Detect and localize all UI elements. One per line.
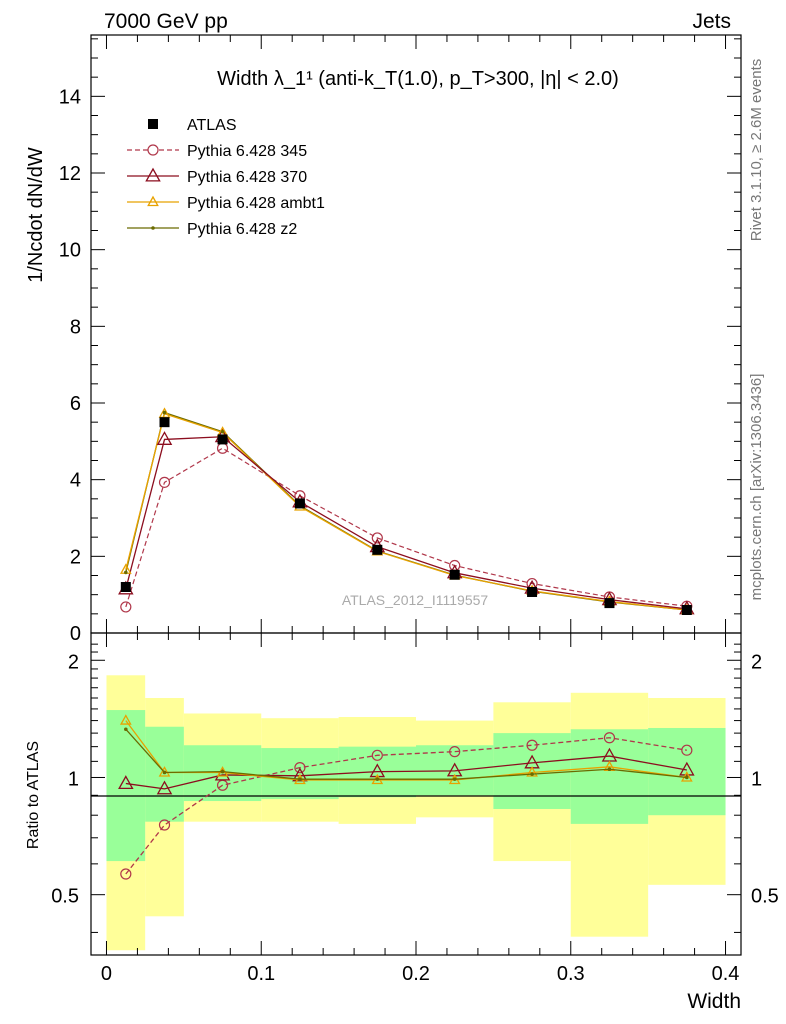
data-point-atlas — [372, 544, 383, 555]
main-series-group — [118, 407, 695, 615]
ratio-marker-345 — [120, 868, 132, 880]
main-y-tick-label: 6 — [70, 393, 81, 415]
ratio-marker-370 — [156, 780, 173, 795]
ratio-marker-z2 — [162, 770, 167, 775]
legend-marker-dot — [151, 226, 155, 230]
ratio-marker-370 — [369, 763, 386, 778]
ratio-marker-370 — [679, 761, 695, 776]
ratio-marker-z2 — [530, 772, 534, 776]
ratio-band-stat — [570, 729, 649, 824]
legend-label: Pythia 6.428 345 — [187, 143, 307, 160]
ratio-y-tick-label-right: 0.5 — [751, 886, 779, 908]
marker-z2 — [220, 429, 225, 434]
main-y-tick-label: 0 — [70, 623, 81, 645]
data-point-atlas — [449, 569, 460, 580]
legend-marker-triangle-small — [147, 195, 159, 207]
ratio-marker-345 — [681, 744, 693, 756]
rivet-version-label: Rivet 3.1.10, ≥ 2.6M events — [748, 59, 765, 242]
ratio-marker-z2 — [375, 777, 380, 781]
data-point-atlas — [159, 417, 170, 428]
marker-370 — [156, 431, 173, 445]
ratio-y-axis-label: Ratio to ATLAS — [25, 741, 42, 849]
ratio-marker-ambt1 — [119, 714, 132, 725]
header-energy: 7000 GeV pp — [104, 10, 228, 33]
legend-label: Pythia 6.428 z2 — [187, 221, 297, 238]
legend-label: ATLAS — [187, 117, 237, 134]
ratio-marker-345 — [526, 739, 538, 751]
ratio-marker-z2 — [452, 777, 457, 781]
main-y-tick-label: 10 — [59, 240, 81, 262]
ratio-marker-370 — [118, 775, 134, 790]
marker-345 — [371, 532, 383, 544]
main-y-tick-label: 8 — [70, 316, 81, 338]
ratio-marker-345 — [603, 732, 616, 744]
analysis-watermark: ATLAS_2012_I1119557 — [342, 592, 489, 608]
x-tick-label: 0.2 — [402, 963, 430, 985]
marker-z2 — [124, 570, 128, 575]
legend: ATLAS Pythia 6.428 345 Pythia 6.428 370 Pyt… — [127, 117, 325, 238]
x-tick-label: 0.4 — [712, 963, 740, 985]
ratio-y-tick-label-right: 1 — [751, 768, 762, 790]
ratio-y-tick-label: 1 — [68, 768, 79, 790]
data-point-atlas — [527, 586, 538, 597]
marker-345 — [216, 442, 229, 454]
main-axis-ticks: 0 2 4 6 8 10 12 14 — [59, 35, 741, 645]
x-tick-label: 0.1 — [247, 963, 275, 985]
ratio-marker-z2 — [298, 777, 302, 781]
ratio-marker-z2 — [607, 767, 612, 772]
marker-z2 — [162, 410, 167, 415]
ratio-bands — [106, 675, 726, 951]
header-process: Jets — [692, 10, 731, 33]
ratio-y-tick-label: 0.5 — [51, 886, 79, 908]
x-tick-label: 0 — [101, 963, 112, 985]
ratio-marker-z2 — [124, 727, 128, 732]
ratio-line — [125, 737, 687, 875]
ratio-marker-345 — [294, 762, 306, 774]
ratio-series-group — [118, 714, 695, 880]
ratio-y-tick-label-right: 2 — [751, 651, 762, 673]
data-point-atlas — [217, 434, 228, 445]
legend-label: Pythia 6.428 370 — [187, 169, 307, 186]
legend-marker-atlas — [148, 119, 158, 129]
ratio-marker-345 — [449, 746, 461, 758]
main-chart-title: Width λ_1¹ (anti-k_T(1.0), p_T>300, |η| … — [217, 68, 619, 90]
source-label: mcplots.cern.ch [arXiv:1306.3436] — [748, 374, 765, 601]
series-line-pythia-6.428-345 — [125, 447, 687, 608]
x-tick-label: 0.3 — [557, 963, 585, 985]
series-line-pythia-6.428-z2 — [125, 411, 687, 611]
main-y-tick-label: 4 — [70, 470, 81, 492]
ratio-marker-z2 — [685, 775, 689, 780]
ratio-plot-frame — [90, 632, 742, 956]
x-axis-label: Width — [687, 990, 741, 1013]
marker-345 — [120, 601, 132, 613]
main-y-axis-label: 1/Ncdot dN/dW — [25, 147, 47, 283]
marker-345 — [158, 476, 171, 488]
legend-marker-circle — [147, 144, 159, 156]
ratio-marker-ambt1 — [526, 766, 538, 777]
main-y-tick-label: 14 — [59, 86, 81, 108]
ratio-y-tick-label: 2 — [68, 651, 79, 673]
main-y-tick-label: 12 — [59, 163, 81, 185]
ratio-marker-ambt1 — [158, 766, 171, 777]
ratio-axis-ticks: 0.5 0.5 1 1 2 2 0 0.1 0.2 0.3 0.4 — [51, 633, 779, 985]
series-line-pythia-6.428-ambt1 — [125, 412, 687, 611]
legend-label: Pythia 6.428 ambt1 — [187, 195, 325, 212]
series-line-pythia-6.428-370 — [125, 436, 687, 610]
data-point-atlas — [604, 598, 615, 609]
ratio-marker-z2 — [220, 769, 225, 774]
main-y-tick-label: 2 — [70, 546, 81, 568]
ratio-line — [125, 755, 687, 790]
legend-marker-triangle — [145, 167, 161, 182]
data-point-atlas — [120, 582, 131, 592]
data-point-atlas — [681, 605, 692, 615]
ratio-marker-345 — [158, 819, 171, 831]
data-point-atlas — [294, 498, 305, 509]
ratio-marker-345 — [371, 749, 383, 761]
